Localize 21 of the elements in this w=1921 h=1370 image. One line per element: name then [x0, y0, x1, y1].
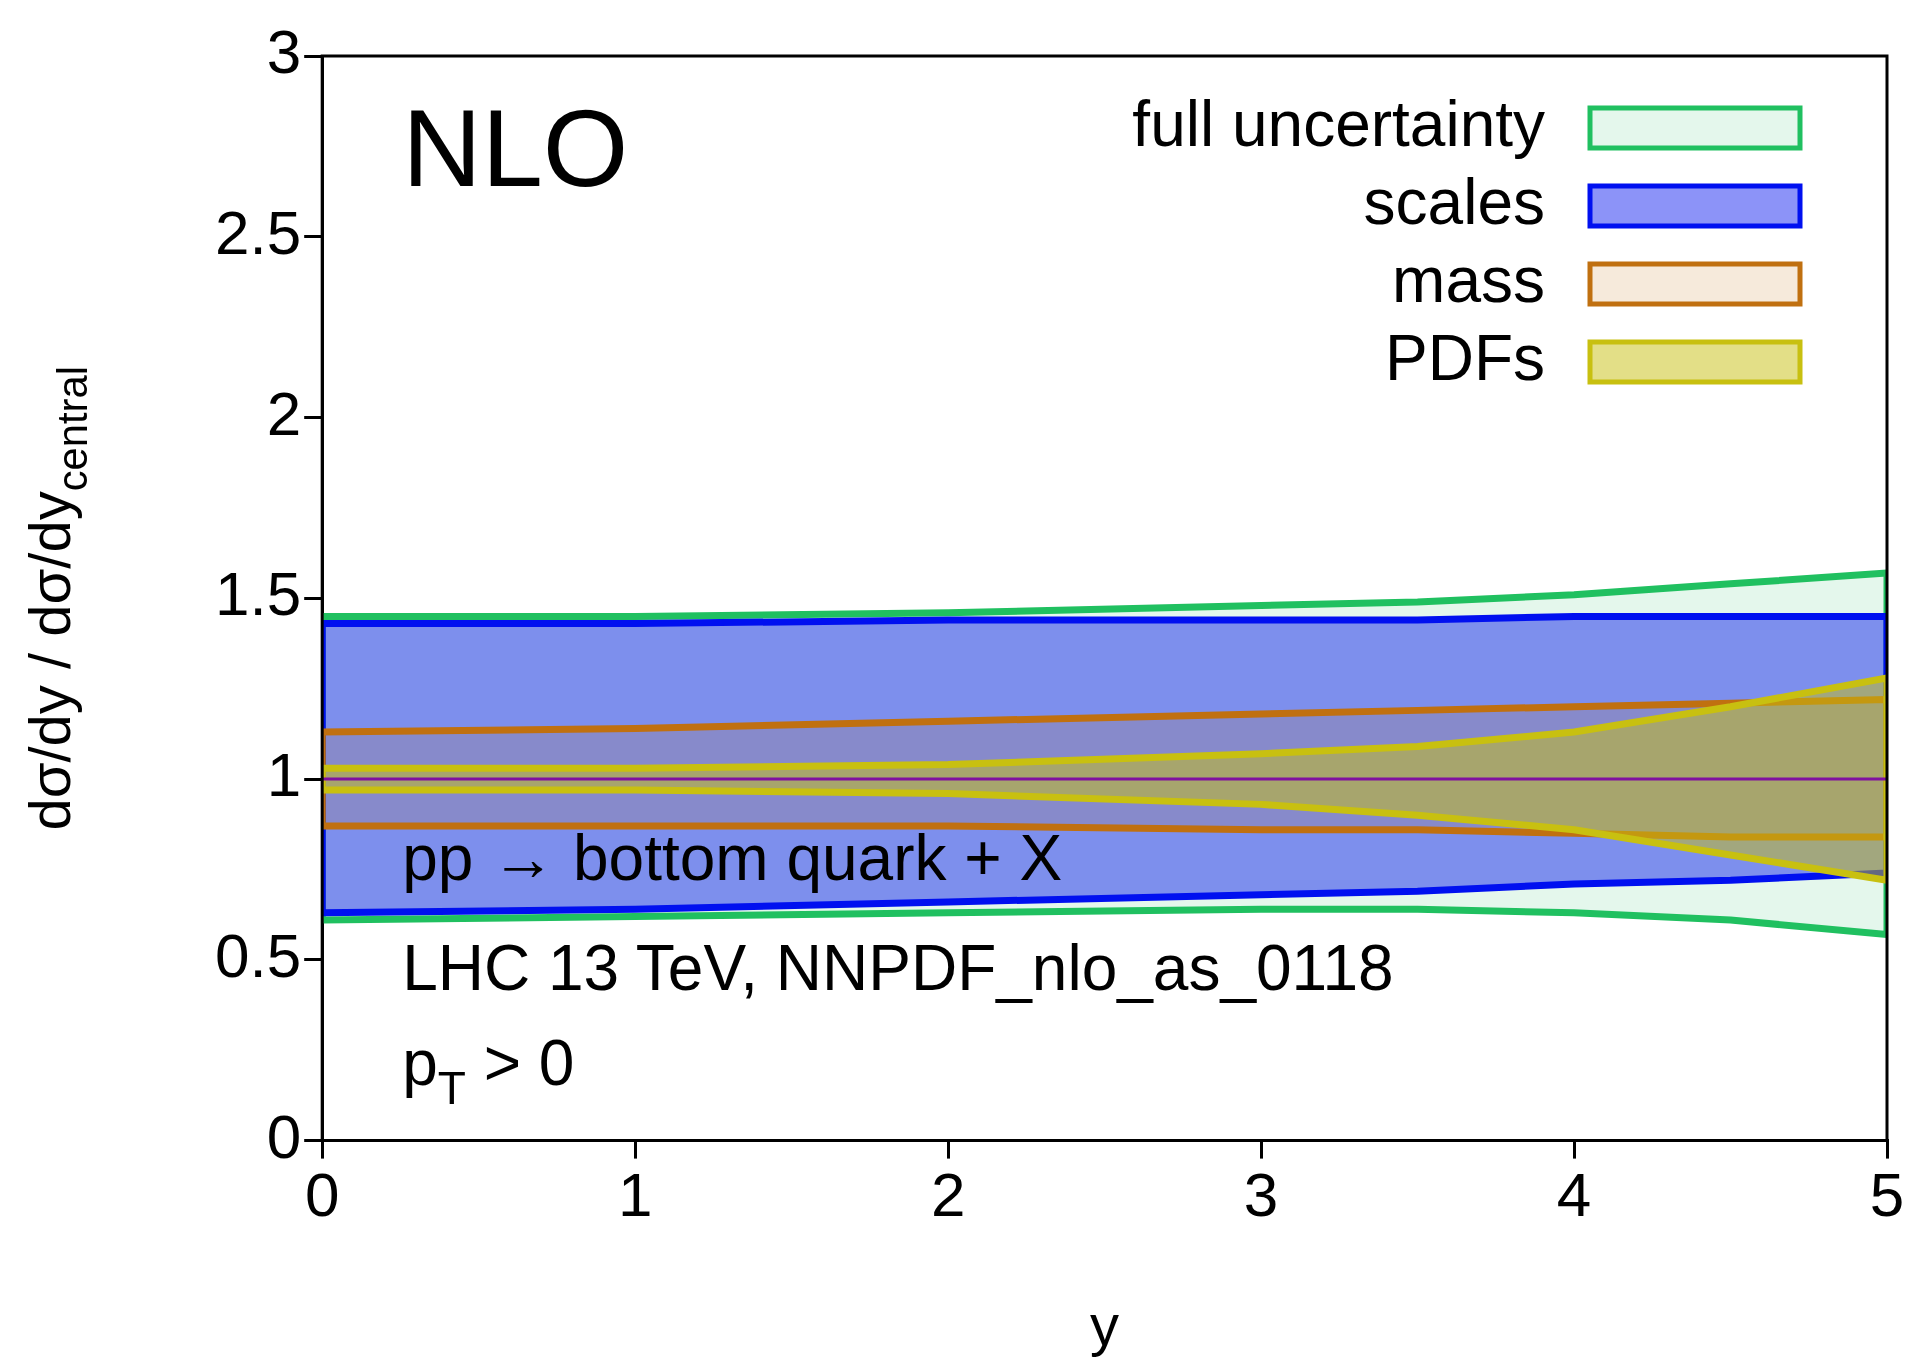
y-tick-label: 2.5 — [214, 197, 302, 267]
legend-label: scales — [1363, 166, 1545, 238]
x-tick-label: 4 — [1556, 1159, 1592, 1229]
y-axis-title: dσ/dy / dσ/dycentral — [17, 366, 97, 831]
y-tick-label: 1.5 — [214, 559, 302, 629]
legend-label: mass — [1392, 244, 1545, 316]
y-tick-label: 2 — [266, 378, 302, 448]
legend-label: PDFs — [1385, 322, 1545, 394]
x-tick-label: 1 — [617, 1159, 653, 1229]
y-tick-label: 0 — [266, 1101, 302, 1171]
x-tick-label: 2 — [930, 1159, 966, 1229]
annotation: pp → bottom quark + X — [402, 822, 1063, 894]
annotation: NLO — [402, 86, 629, 209]
x-tick-label: 5 — [1869, 1159, 1905, 1229]
legend-label: full uncertainty — [1132, 88, 1545, 160]
y-tick-label: 3 — [266, 17, 302, 87]
y-tick-label: 0.5 — [214, 920, 302, 990]
x-axis-title: y — [1090, 1292, 1120, 1357]
x-tick-label: 3 — [1243, 1159, 1279, 1229]
y-tick-label: 1 — [266, 740, 302, 810]
annotation: LHC 13 TeV, NNPDF_nlo_as_0118 — [402, 932, 1394, 1004]
